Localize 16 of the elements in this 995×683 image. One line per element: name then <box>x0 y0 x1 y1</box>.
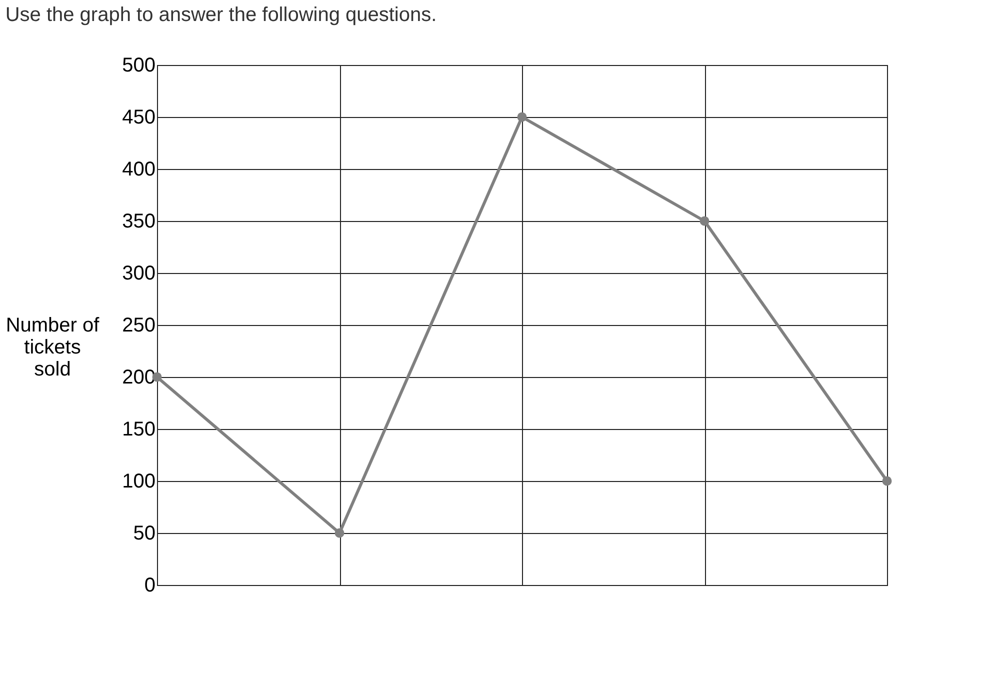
y-tick-label: 500 <box>122 54 156 76</box>
y-tick-label: 300 <box>122 262 156 284</box>
y-tick-label: 150 <box>122 418 156 440</box>
y-tick-label: 450 <box>122 106 156 128</box>
point <box>700 216 710 226</box>
y-tick-label: 250 <box>122 314 156 336</box>
y-tick-label: 350 <box>122 210 156 232</box>
y-tick-label: 100 <box>122 470 156 492</box>
point <box>517 112 527 122</box>
y-tick-label: 0 <box>144 574 156 596</box>
y-tick-label: 400 <box>122 158 156 180</box>
point <box>334 528 344 538</box>
y-tick-label: 50 <box>133 522 156 544</box>
point <box>882 476 892 486</box>
chart-title: Use the graph to answer the following questions. <box>5 4 437 26</box>
y-axis-title: Number of tickets sold <box>6 314 100 380</box>
